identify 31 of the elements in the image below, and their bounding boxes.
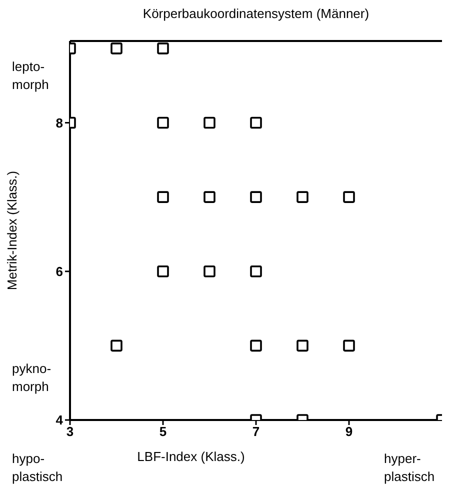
text: lepto- morph — [12, 58, 49, 94]
point — [296, 191, 308, 203]
point — [296, 340, 308, 352]
point — [250, 116, 262, 129]
point — [110, 340, 122, 352]
text: hyper- plastisch — [384, 450, 435, 486]
point — [157, 265, 169, 278]
text: pykno- morph — [12, 360, 52, 396]
chart-title: Körperbaukoordinatensystem (Männer) — [142, 6, 370, 21]
y-tick-label: 6 — [56, 264, 63, 279]
point — [250, 340, 262, 352]
point — [343, 340, 355, 352]
x-axis-title: LBF-Index (Klass.) — [137, 449, 245, 464]
point — [204, 265, 216, 278]
y-tick-label: 8 — [56, 115, 63, 130]
point — [204, 116, 216, 129]
point — [343, 191, 355, 203]
x-tick-label: 3 — [66, 424, 74, 440]
text: hypo- plastisch — [12, 450, 63, 486]
y-tick-label: 4 — [56, 412, 64, 428]
point — [157, 42, 169, 54]
point — [250, 265, 262, 278]
point — [250, 191, 262, 203]
x-tick-label: 9 — [345, 424, 353, 440]
point — [157, 116, 169, 129]
point — [157, 191, 169, 203]
point — [204, 191, 216, 203]
x-tick-label: 7 — [252, 424, 260, 440]
point — [110, 42, 122, 54]
x-tick-label: 5 — [159, 424, 167, 440]
y-axis-title: Metrik-Index (Klass.) — [4, 170, 20, 290]
